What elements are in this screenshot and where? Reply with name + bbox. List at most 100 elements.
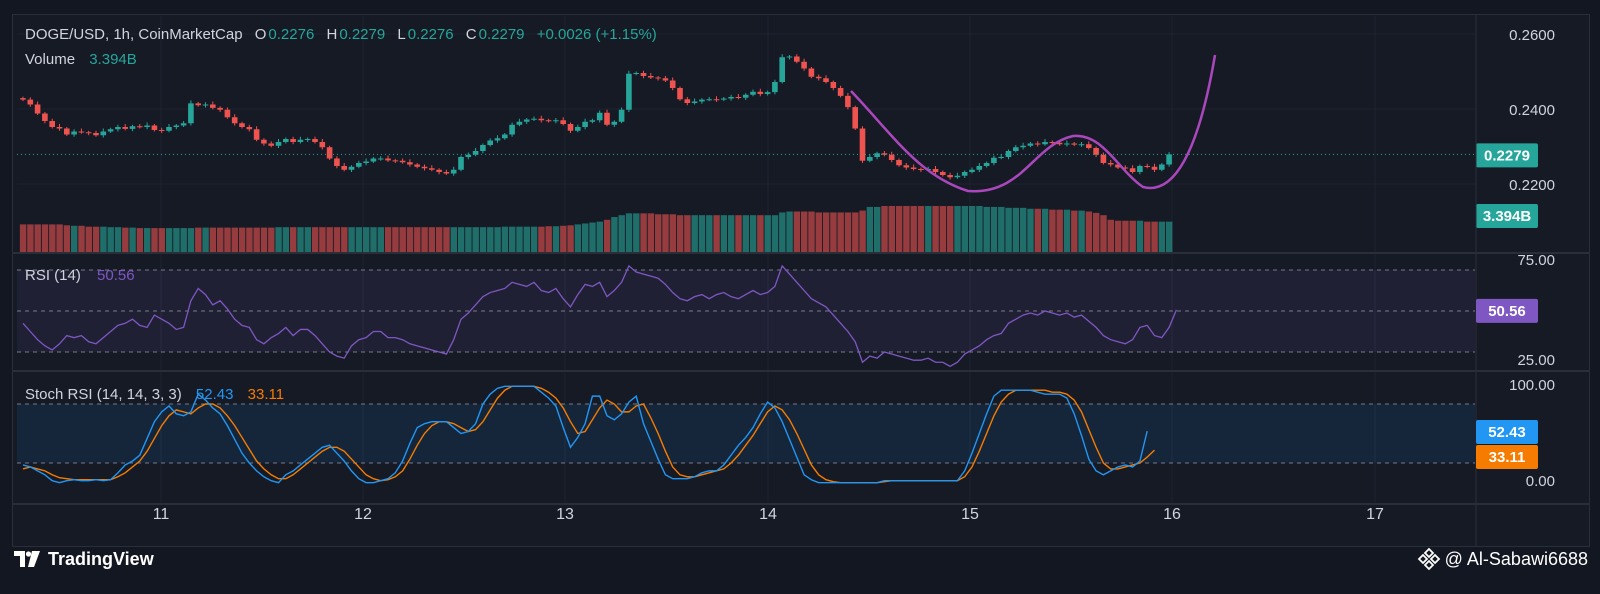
candle-body (1107, 163, 1114, 165)
volume-bar (771, 215, 779, 252)
candle-body (947, 175, 953, 178)
rsi-label[interactable]: RSI (14) (25, 267, 81, 284)
candle-body (983, 163, 990, 166)
volume-bar (655, 214, 662, 252)
candle-body (166, 127, 172, 131)
volume-bar (830, 212, 837, 252)
volume-bar (560, 225, 567, 252)
binance-diamond-icon (1417, 547, 1440, 571)
candle-body (626, 73, 632, 110)
volume-bar (202, 227, 209, 252)
volume-label[interactable]: Volume (25, 51, 76, 68)
candle-body (465, 154, 472, 157)
candle-body (1086, 144, 1092, 148)
candle-body (509, 124, 515, 135)
candle-body (392, 160, 399, 162)
volume-bar (19, 224, 27, 252)
volume-bar (231, 227, 238, 252)
candle-body (450, 169, 457, 174)
volume-bar (1093, 212, 1100, 252)
volume-bar (341, 227, 348, 252)
volume-bar (903, 206, 910, 252)
volume-bar (968, 206, 976, 252)
volume-bar (428, 227, 436, 252)
volume-bar (71, 225, 78, 252)
candle-body (1144, 166, 1150, 167)
volume-bar (479, 227, 487, 252)
candle-body (677, 88, 683, 100)
volume-bar (414, 227, 421, 252)
volume-bar (976, 206, 983, 252)
candle-body (1151, 166, 1158, 170)
candle-body (42, 113, 48, 121)
volume-bar (764, 215, 771, 252)
candle-body (1049, 142, 1056, 143)
stoch-tick-label: 100.00 (1509, 377, 1555, 394)
candle-body (480, 145, 486, 151)
volume-bar (720, 215, 728, 252)
volume-badge-bg (1476, 204, 1538, 228)
candle-body (969, 169, 975, 172)
candle-body (764, 92, 771, 94)
candle-body (115, 127, 121, 130)
volume-bar (136, 228, 144, 252)
volume-bar (363, 227, 370, 252)
volume-bar (501, 226, 509, 252)
volume-bar (253, 227, 260, 252)
volume-bar (640, 213, 647, 252)
volume-bar (822, 212, 830, 252)
volume-bar (1114, 220, 1122, 252)
volume-bar (114, 227, 122, 252)
time-tick-label: 12 (354, 506, 372, 523)
volume-bar (866, 206, 874, 252)
volume-bar (275, 227, 282, 252)
volume-bar (684, 215, 691, 252)
volume-bar (509, 226, 516, 252)
volume-bar (925, 206, 932, 252)
volume-bar (669, 214, 676, 252)
volume-bar (757, 215, 764, 252)
stoch-label[interactable]: Stoch RSI (14, 14, 3, 3) (25, 386, 182, 403)
candle-body (531, 118, 537, 120)
candle-body (326, 147, 333, 159)
volume-bar (326, 227, 333, 252)
volume-bar (165, 228, 173, 252)
tradingview-branding[interactable]: TradingView (14, 546, 154, 572)
volume-bar (399, 227, 406, 252)
stoch-band-fill (17, 404, 1475, 463)
volume-bar (494, 227, 501, 252)
volume-bar (983, 206, 990, 252)
volume-bar (567, 225, 574, 252)
chart-canvas[interactable]: 0.2600 0.2400 0.2200 0.2279 3.394B 75.00 25.00… (13, 15, 1589, 546)
volume-bar (27, 224, 34, 252)
volume-bar (844, 212, 852, 252)
candle-body (494, 138, 501, 141)
volume-bar (538, 226, 545, 252)
volume-bar (1012, 207, 1020, 252)
candle-body (859, 128, 866, 161)
chart-frame[interactable]: 0.2600 0.2400 0.2200 0.2279 3.394B 75.00 25.00… (12, 14, 1590, 547)
volume-badge: 3.394B (1483, 208, 1532, 225)
volume-bar (41, 224, 49, 252)
volume-bar (749, 215, 757, 252)
volume-bar (735, 215, 742, 252)
time-tick-label: 14 (759, 506, 777, 523)
volume-bar (947, 206, 954, 252)
rsi-line (22, 264, 1178, 368)
candle-body (1071, 143, 1077, 145)
candle-body (1042, 142, 1048, 145)
symbol-title[interactable]: DOGE/USD, 1h, CoinMarketCap (25, 26, 243, 43)
candle-body (1027, 143, 1034, 146)
volume-bar (144, 228, 151, 252)
candle-body (888, 154, 895, 160)
volume-bar (472, 227, 479, 252)
volume-bar (815, 212, 822, 252)
candle-body (1093, 148, 1099, 155)
candle-body (691, 101, 698, 103)
candle-body (823, 78, 829, 82)
volume-bar (1107, 219, 1114, 252)
candle-body (348, 166, 355, 170)
candle-body (655, 77, 661, 79)
volume-bar (698, 215, 706, 252)
time-tick-label: 16 (1163, 506, 1181, 523)
